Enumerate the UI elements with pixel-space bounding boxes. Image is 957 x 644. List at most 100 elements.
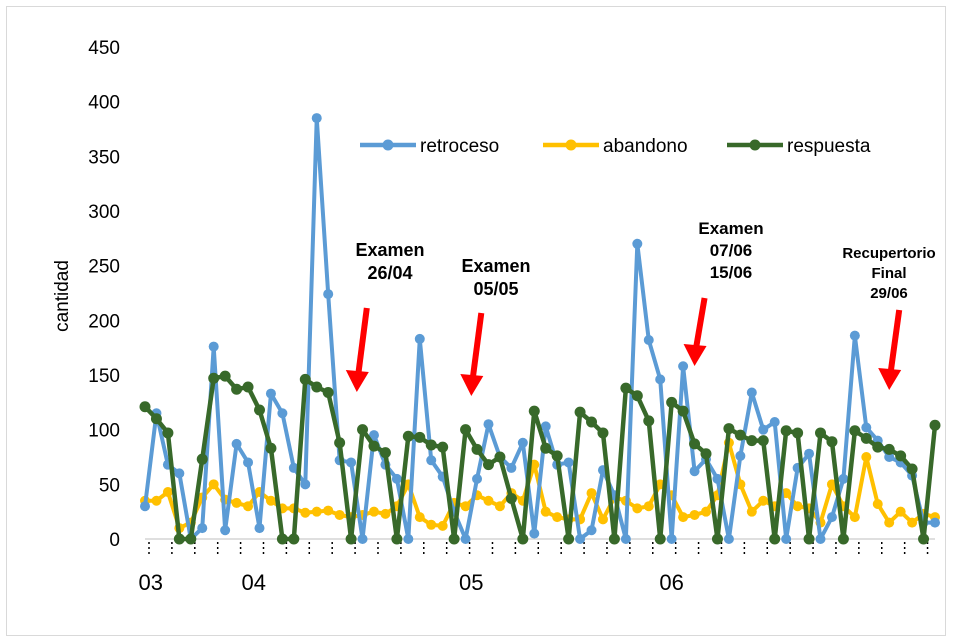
data-point-respuesta xyxy=(150,413,162,425)
data-point-abandono xyxy=(540,506,551,517)
data-point-retroceso xyxy=(346,457,357,468)
annotation-arrow-head xyxy=(460,374,484,396)
data-point-retroceso xyxy=(529,528,540,539)
x-tick-label: 04 xyxy=(242,570,266,595)
data-point-abandono xyxy=(208,479,219,490)
data-point-retroceso xyxy=(208,341,219,352)
data-point-respuesta xyxy=(276,533,288,545)
data-point-retroceso xyxy=(414,333,425,344)
data-point-respuesta xyxy=(849,425,861,437)
data-point-abandono xyxy=(792,501,803,512)
data-point-retroceso xyxy=(723,534,734,544)
y-tick-label: 350 xyxy=(88,147,120,168)
data-point-retroceso xyxy=(174,468,185,479)
data-point-abandono xyxy=(884,517,895,528)
data-point-respuesta xyxy=(219,370,231,382)
data-point-respuesta xyxy=(746,435,758,447)
data-point-respuesta xyxy=(780,425,792,437)
data-point-retroceso xyxy=(884,452,895,462)
data-point-retroceso xyxy=(220,525,231,536)
data-point-respuesta xyxy=(253,404,265,416)
data-point-abandono xyxy=(494,501,505,512)
data-point-respuesta xyxy=(769,533,781,545)
data-point-respuesta xyxy=(631,390,643,402)
data-point-retroceso xyxy=(758,424,769,435)
data-point-retroceso xyxy=(815,534,826,544)
annotation-text: 26/04 xyxy=(367,263,412,283)
data-point-abandono xyxy=(895,506,906,517)
y-tick-label: 50 xyxy=(99,475,120,496)
data-point-respuesta xyxy=(265,442,277,454)
data-point-retroceso xyxy=(575,534,586,544)
annotation-text: Examen xyxy=(461,256,530,276)
data-point-respuesta xyxy=(425,439,437,451)
data-point-respuesta xyxy=(288,533,300,545)
data-point-respuesta xyxy=(299,373,311,385)
annotation-layer: Examen 26/04 Examen 05/05 Examen 07/06 15/06 Re… xyxy=(345,219,936,396)
legend-item-respuesta: respuesta xyxy=(727,136,871,157)
data-point-respuesta xyxy=(334,437,346,449)
series-retroceso xyxy=(140,113,940,544)
annotation-text: 29/06 xyxy=(870,285,908,302)
annotation-text: Final xyxy=(871,265,906,282)
data-point-retroceso xyxy=(735,450,746,461)
data-point-retroceso xyxy=(403,534,414,544)
data-point-respuesta xyxy=(391,533,403,545)
data-point-respuesta xyxy=(826,436,838,448)
series-line-retroceso xyxy=(143,116,935,541)
data-point-retroceso xyxy=(483,419,494,430)
data-point-retroceso xyxy=(666,534,677,544)
data-point-abandono xyxy=(437,520,448,531)
data-point-retroceso xyxy=(357,534,368,544)
data-point-abandono xyxy=(300,507,311,518)
data-point-abandono xyxy=(231,497,242,508)
data-point-respuesta xyxy=(689,438,701,450)
annotation-arrow-shaft xyxy=(887,309,903,373)
data-point-retroceso xyxy=(643,335,654,346)
data-point-respuesta xyxy=(460,424,472,436)
y-tick-label: 0 xyxy=(109,530,120,551)
data-point-retroceso xyxy=(323,289,334,300)
data-point-retroceso xyxy=(804,448,815,459)
data-point-respuesta xyxy=(837,533,849,545)
legend-swatch-marker xyxy=(749,139,761,151)
data-point-retroceso xyxy=(506,462,517,473)
data-point-respuesta xyxy=(563,533,575,545)
data-point-retroceso xyxy=(586,525,597,536)
data-point-respuesta xyxy=(620,382,632,394)
data-point-retroceso xyxy=(746,387,757,398)
data-point-respuesta xyxy=(162,427,174,439)
data-point-respuesta xyxy=(402,430,414,442)
data-point-respuesta xyxy=(368,440,380,452)
data-point-respuesta xyxy=(700,448,712,460)
x-tick-label: 05 xyxy=(459,570,483,595)
data-point-respuesta xyxy=(540,442,552,454)
data-point-abandono xyxy=(243,501,254,512)
annotation: Examen 26/04 xyxy=(345,240,425,392)
y-tick-label: 200 xyxy=(88,311,120,332)
data-point-abandono xyxy=(323,505,334,516)
data-point-abandono xyxy=(632,503,643,514)
legend-label: abandono xyxy=(603,136,688,157)
data-point-abandono xyxy=(849,512,860,523)
data-point-abandono xyxy=(907,517,918,528)
data-point-retroceso xyxy=(288,462,299,473)
data-point-respuesta xyxy=(597,427,609,439)
y-tick-label: 150 xyxy=(88,366,120,387)
data-point-abandono xyxy=(151,495,162,506)
data-point-respuesta xyxy=(173,533,185,545)
annotation-arrow-head xyxy=(878,368,902,390)
data-point-respuesta xyxy=(643,415,655,427)
data-point-respuesta xyxy=(677,405,689,417)
data-point-respuesta xyxy=(860,432,872,444)
data-point-respuesta xyxy=(448,533,460,545)
data-point-respuesta xyxy=(711,533,723,545)
data-point-abandono xyxy=(758,495,769,506)
data-point-abandono xyxy=(689,509,700,520)
data-point-respuesta xyxy=(586,416,598,428)
data-point-retroceso xyxy=(849,330,860,341)
data-point-abandono xyxy=(586,488,597,499)
data-point-abandono xyxy=(701,506,712,517)
data-point-respuesta xyxy=(929,419,941,431)
annotation: Examen 07/06 15/06 xyxy=(683,219,764,366)
